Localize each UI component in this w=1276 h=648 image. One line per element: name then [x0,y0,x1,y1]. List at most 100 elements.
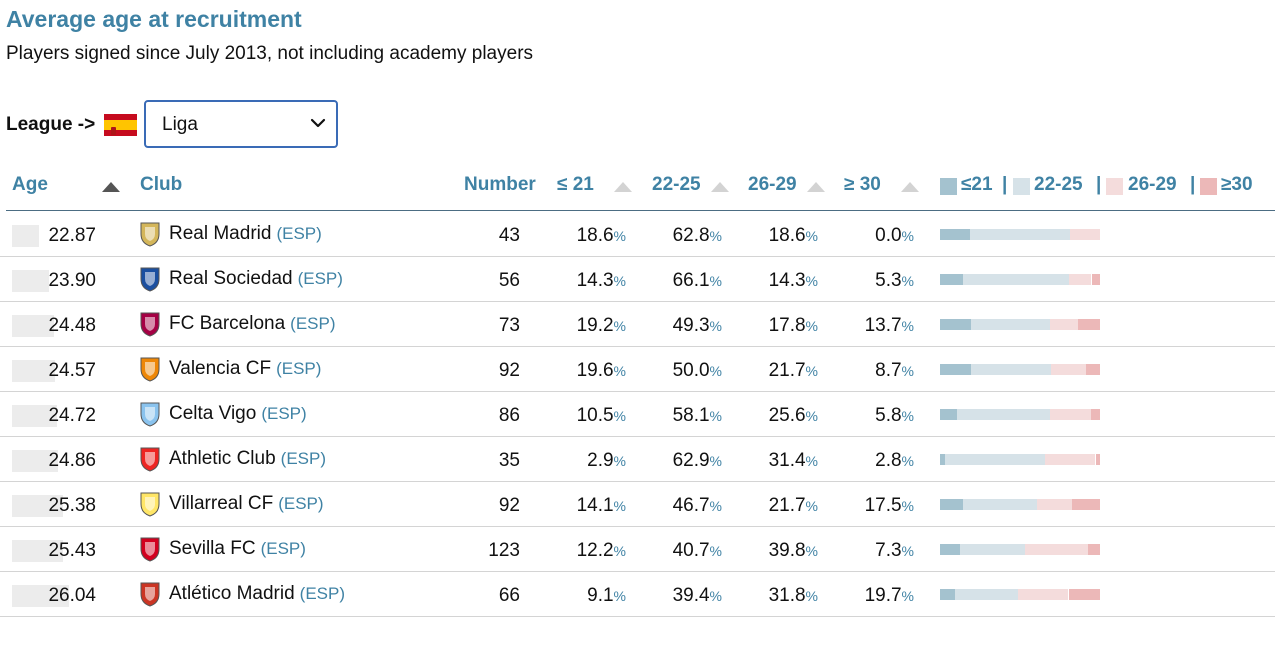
club-link[interactable]: Athletic Club (ESP) [169,448,326,470]
bar-segment-u21 [940,409,957,420]
table-row[interactable]: 24.48 FC Barcelona (ESP) 73 19.2% 49.3% 17.8% 1… [0,302,1275,347]
club-link[interactable]: Real Sociedad (ESP) [169,268,343,290]
cell-value: 12.2 [576,540,614,561]
bar-segment-a26_29 [1051,364,1087,375]
age-distribution-bar [940,544,1100,555]
legend-label-o30: ≥30 [1221,174,1253,195]
club-name: Sevilla FC [169,538,256,559]
percent-sign: % [613,543,626,559]
sort-22-25-icon[interactable] [711,182,729,192]
percent-sign: % [805,408,818,424]
table-row[interactable]: 25.43 Sevilla FC (ESP) 123 12.2% 40.7% 39.8% 7.… [0,527,1275,572]
club-link[interactable]: Villarreal CF (ESP) [169,493,324,515]
club-crest-icon [140,447,160,472]
cell-a26_29: 14.3% [769,270,818,292]
percent-sign: % [805,273,818,289]
percent-sign: % [709,318,722,334]
percent-sign: % [613,273,626,289]
table-row[interactable]: 26.04 Atlético Madrid (ESP) 66 9.1% 39.4% 31.8… [0,572,1275,617]
percent-sign: % [805,453,818,469]
table-row[interactable]: 23.90 Real Sociedad (ESP) 56 14.3% 66.1% 14.3%… [0,257,1275,302]
table-row[interactable]: 25.38 Villarreal CF (ESP) 92 14.1% 46.7% 21.7%… [0,482,1275,527]
club-country: (ESP) [299,584,346,603]
column-header-26-29[interactable]: 26-29 [748,174,797,195]
age-value: 23.90 [48,270,96,291]
bar-segment-a22_25 [962,274,1069,285]
cell-number: 73 [499,315,520,337]
table-row[interactable]: 24.72 Celta Vigo (ESP) 86 10.5% 58.1% 25.6% 5.8… [0,392,1275,437]
cell-o30: 0.0% [875,225,914,247]
cell-a26_29: 21.7% [769,495,818,517]
age-value: 22.87 [48,225,96,246]
column-header-o30[interactable]: ≥ 30 [844,174,881,195]
bar-segment-o30 [1068,589,1100,600]
sort-u21-icon[interactable] [614,182,632,192]
league-select[interactable]: Liga [144,100,338,148]
bar-segment-o30 [1095,454,1100,465]
legend-label-26-29: 26-29 [1128,174,1177,195]
age-bar [12,270,49,292]
cell-value: 35 [498,450,520,471]
column-header-u21[interactable]: ≤ 21 [557,174,594,195]
bar-segment-o30 [1072,499,1100,510]
column-header-22-25[interactable]: 22-25 [652,174,701,195]
age-value: 25.38 [48,495,96,516]
club-crest-icon [140,222,160,247]
sort-o30-icon[interactable] [901,182,919,192]
cell-number: 92 [499,495,520,517]
column-header-age[interactable]: Age [12,174,48,195]
cell-a26_29: 39.8% [769,540,818,562]
club-country: (ESP) [276,224,322,243]
club-name: Celta Vigo [169,403,257,424]
cell-value: 19.6 [576,360,614,381]
percent-sign: % [613,363,626,379]
percent-sign: % [613,318,626,334]
cell-value: 18.6 [576,225,614,246]
legend-label-u21: ≤21 [961,174,993,195]
percent-sign: % [709,543,722,559]
club-country: (ESP) [260,539,306,558]
column-header-club[interactable]: Club [140,174,183,195]
table-row[interactable]: 22.87 Real Madrid (ESP) 43 18.6% 62.8% 18.6% 0.… [0,212,1275,257]
table-row[interactable]: 24.86 Athletic Club (ESP) 35 2.9% 62.9% 31.4% 2… [0,437,1275,482]
bar-segment-a22_25 [969,229,1071,240]
club-link[interactable]: Real Madrid (ESP) [169,223,322,245]
cell-value: 10.5 [576,405,614,426]
cell-value: 86 [498,405,520,426]
bar-segment-u21 [940,454,945,465]
cell-a22_25: 66.1% [673,270,722,292]
cell-a22_25: 49.3% [673,315,722,337]
bar-segment-u21 [940,364,972,375]
club-link[interactable]: Valencia CF (ESP) [169,358,321,380]
sort-age-icon[interactable] [102,182,120,192]
cell-o30: 8.7% [875,360,914,382]
bar-segment-a22_25 [970,319,1050,330]
club-link[interactable]: Atlético Madrid (ESP) [169,583,345,605]
cell-u21: 9.1% [587,585,626,607]
cell-number: 35 [499,450,520,472]
cell-value: 5.3 [875,270,902,291]
cell-u21: 19.2% [577,315,626,337]
spain-flag-icon [104,114,137,136]
percent-sign: % [901,318,914,334]
age-distribution-bar [940,274,1100,285]
sort-26-29-icon[interactable] [807,182,825,192]
bar-segment-u21 [940,589,955,600]
cell-value: 19.7 [864,585,902,606]
table-row[interactable]: 24.57 Valencia CF (ESP) 92 19.6% 50.0% 21.7% 8.… [0,347,1275,392]
legend-swatch-26-29 [1106,178,1123,195]
club-link[interactable]: FC Barcelona (ESP) [169,313,336,335]
column-header-number[interactable]: Number [464,174,536,195]
club-link[interactable]: Sevilla FC (ESP) [169,538,306,560]
club-name: Valencia CF [169,358,272,379]
club-name: Real Sociedad [169,268,293,289]
club-country: (ESP) [297,269,343,288]
cell-u21: 2.9% [587,450,626,472]
club-link[interactable]: Celta Vigo (ESP) [169,403,307,425]
cell-value: 92 [498,360,520,381]
cell-value: 62.9 [672,450,710,471]
cell-a22_25: 50.0% [673,360,722,382]
cell-o30: 13.7% [865,315,914,337]
cell-value: 21.7 [768,360,806,381]
percent-sign: % [805,228,818,244]
